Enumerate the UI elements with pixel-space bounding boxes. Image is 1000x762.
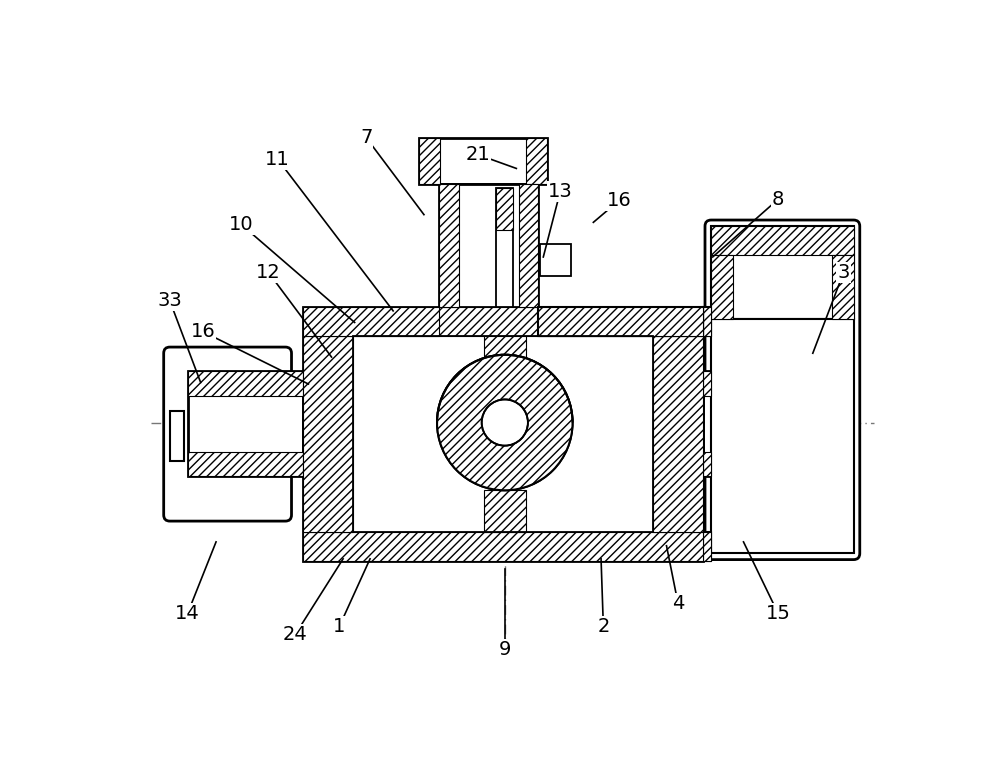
Bar bbox=[711, 226, 854, 319]
Bar bbox=[303, 532, 703, 561]
Circle shape bbox=[437, 355, 573, 490]
Bar bbox=[703, 371, 711, 476]
Bar bbox=[653, 336, 703, 532]
Bar bbox=[711, 255, 733, 319]
Bar bbox=[496, 187, 513, 230]
Text: 9: 9 bbox=[499, 640, 511, 659]
Bar bbox=[303, 307, 439, 336]
Bar bbox=[484, 489, 526, 532]
Text: 16: 16 bbox=[191, 322, 215, 341]
Text: 4: 4 bbox=[672, 594, 684, 613]
Circle shape bbox=[482, 399, 528, 446]
Bar bbox=[303, 336, 353, 532]
Text: 7: 7 bbox=[360, 128, 372, 147]
Bar bbox=[353, 336, 653, 532]
Bar bbox=[303, 307, 703, 561]
FancyBboxPatch shape bbox=[164, 347, 292, 521]
Bar bbox=[353, 336, 426, 532]
Text: 12: 12 bbox=[256, 263, 281, 282]
Bar bbox=[484, 336, 526, 379]
Bar bbox=[703, 307, 711, 336]
Bar bbox=[519, 184, 538, 307]
Text: 3: 3 bbox=[837, 263, 850, 282]
Text: 14: 14 bbox=[175, 604, 200, 623]
Bar bbox=[439, 184, 459, 307]
Bar bbox=[303, 307, 439, 336]
Text: 15: 15 bbox=[766, 604, 791, 623]
Bar bbox=[496, 187, 513, 307]
Text: 24: 24 bbox=[283, 625, 308, 644]
Bar bbox=[170, 411, 184, 461]
Bar bbox=[703, 532, 711, 561]
Text: 13: 13 bbox=[548, 182, 573, 201]
FancyBboxPatch shape bbox=[705, 220, 860, 559]
Text: 16: 16 bbox=[606, 191, 631, 210]
Text: 21: 21 bbox=[465, 145, 490, 164]
Bar bbox=[580, 336, 653, 532]
Text: 11: 11 bbox=[265, 149, 290, 168]
Text: 33: 33 bbox=[157, 291, 182, 310]
Bar bbox=[711, 226, 854, 255]
Bar bbox=[188, 452, 303, 476]
Bar bbox=[711, 319, 854, 553]
Bar bbox=[540, 244, 571, 277]
Bar bbox=[538, 307, 703, 336]
Bar bbox=[703, 532, 711, 561]
Bar bbox=[703, 371, 711, 395]
Bar bbox=[703, 307, 711, 336]
Bar bbox=[303, 307, 703, 336]
Bar bbox=[419, 138, 440, 184]
Bar bbox=[832, 255, 854, 319]
Text: 10: 10 bbox=[229, 215, 254, 234]
Text: 1: 1 bbox=[333, 617, 345, 636]
Bar bbox=[188, 371, 303, 395]
Bar bbox=[526, 138, 547, 184]
Text: 8: 8 bbox=[772, 190, 784, 209]
Bar bbox=[188, 371, 303, 476]
Bar bbox=[439, 184, 538, 307]
Bar bbox=[703, 452, 711, 476]
Circle shape bbox=[437, 355, 573, 490]
Bar bbox=[538, 307, 703, 336]
Text: 2: 2 bbox=[597, 617, 610, 636]
Bar bbox=[419, 138, 547, 184]
